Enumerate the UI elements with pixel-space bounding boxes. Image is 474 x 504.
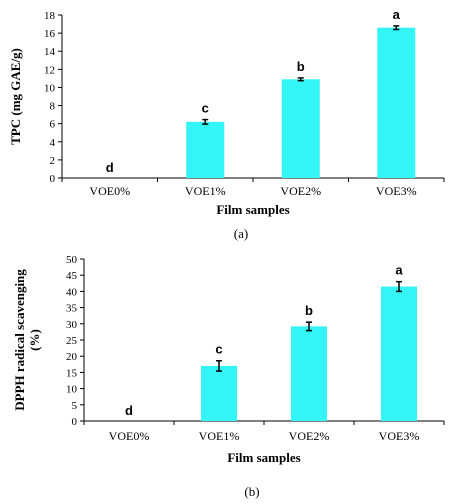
significance-letter: a [395,263,403,278]
y-tick-label: 12 [44,64,55,76]
significance-letter: c [202,101,209,116]
y-tick-label: 18 [44,10,56,22]
y-axis-title-line: (%) [27,329,42,351]
significance-letter: b [297,59,305,74]
y-axis-title: TPC (mg GAE/g) [8,48,23,145]
y-axis-title: DPPH radical scavenging(%) [12,269,42,411]
x-category-label: VOE3% [379,429,420,443]
x-category-label: VOE3% [376,184,417,198]
y-axis-title-line: DPPH radical scavenging [12,269,27,411]
bar [381,286,417,421]
x-category-label: VOE1% [185,184,226,198]
x-category-label: VOE1% [199,429,240,443]
y-tick-label: 6 [50,119,56,131]
significance-letter: d [106,160,114,175]
bar [291,326,327,421]
x-category-label: VOE0% [89,184,130,198]
panel-label: (b) [244,484,259,499]
chart-panel-a: 0 2 4 6 8 10 12 14 16 18 d VOE0% c VOE1% b VOE2% a VOE3% F… [8,7,445,241]
bar [281,79,320,178]
y-tick-label: 0 [72,416,78,428]
y-tick-label: 45 [66,270,78,282]
bar [201,365,237,421]
x-axis-title: Film samples [227,450,300,465]
y-tick-label: 25 [66,335,78,347]
y-tick-label: 10 [66,384,78,396]
y-tick-label: 5 [72,400,78,412]
y-tick-label: 35 [66,303,78,315]
y-tick-label: 14 [44,46,56,58]
y-tick-label: 16 [44,28,56,40]
y-tick-label: 2 [50,155,56,167]
panel-label: (a) [234,226,248,241]
y-tick-label: 20 [66,351,78,363]
chart-panel-b: 0 5 10 15 20 25 30 35 40 45 50 d VOE0% c VOE1% b VOE2% a V… [12,254,445,499]
y-tick-label: 4 [50,137,56,149]
significance-letter: d [125,403,133,418]
x-category-label: VOE0% [109,429,150,443]
significance-letter: a [393,7,401,22]
y-tick-label: 0 [50,173,56,185]
bar [377,27,416,178]
significance-letter: b [305,303,313,318]
bar [186,121,225,178]
x-category-label: VOE2% [289,429,330,443]
x-category-label: VOE2% [280,184,321,198]
y-tick-label: 8 [50,101,56,113]
significance-letter: c [215,342,222,357]
y-tick-label: 30 [66,319,78,331]
y-tick-label: 10 [44,82,56,94]
y-tick-label: 40 [66,286,78,298]
x-axis-title: Film samples [216,202,289,217]
y-tick-label: 50 [66,254,78,266]
y-tick-label: 15 [66,367,78,379]
